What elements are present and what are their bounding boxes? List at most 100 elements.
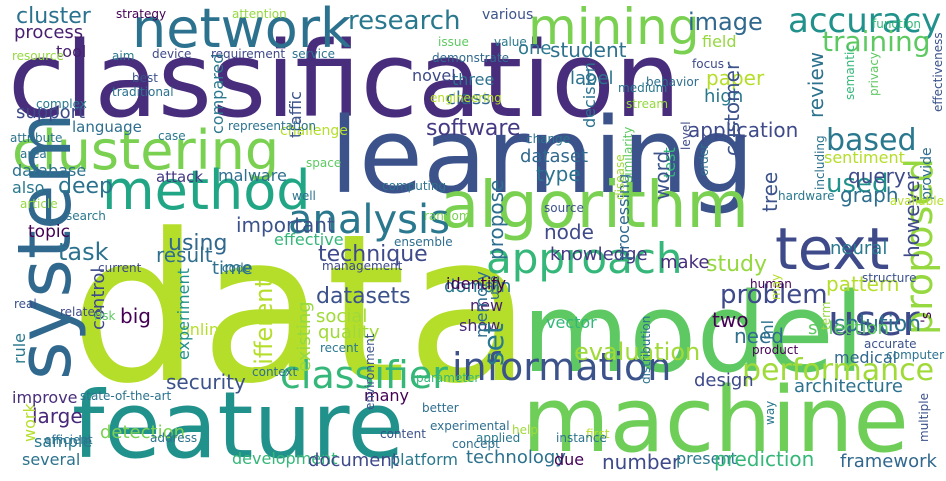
word-context: context	[252, 365, 298, 379]
word-resource: resource	[12, 49, 64, 63]
word-method: method	[102, 159, 311, 222]
word-human: human	[750, 277, 792, 291]
word-article: article	[20, 197, 58, 211]
word-experimental: experimental	[430, 419, 510, 433]
word-text: text	[775, 215, 890, 283]
word-many: many	[364, 386, 409, 405]
word-stream: stream	[626, 97, 669, 111]
word-source: source	[544, 201, 584, 215]
word-area: area	[20, 147, 47, 161]
word-effective: effective	[274, 230, 344, 249]
word-design: design	[694, 370, 754, 391]
word-need: need	[734, 324, 784, 348]
word-concept: concept	[452, 437, 500, 451]
word-class: class	[446, 88, 491, 109]
word-time: time	[212, 258, 253, 279]
word-traditional: traditional	[112, 85, 174, 99]
word-sample: sample	[34, 432, 93, 451]
word-classification: classification	[8, 19, 681, 141]
word-including: including	[813, 135, 827, 190]
word-customer: customer	[720, 61, 744, 156]
word-technology: technology	[466, 447, 566, 468]
word-prediction: prediction	[714, 447, 815, 471]
word-case: case	[158, 129, 186, 143]
word-network: network	[132, 0, 352, 60]
word-best: best	[132, 71, 158, 85]
word-real: real	[14, 297, 37, 311]
word-representation: representation	[228, 119, 317, 133]
word-address: address	[150, 431, 198, 445]
word-search: search	[66, 209, 106, 223]
word-effectiveness: effectiveness	[931, 32, 945, 112]
word-query: query	[848, 164, 906, 188]
word-service: service	[292, 47, 335, 61]
word-user: user	[828, 296, 920, 345]
word-way: way	[763, 400, 777, 425]
word-online: online	[180, 320, 229, 339]
word-present: present	[676, 449, 737, 468]
word-hardware: hardware	[778, 189, 835, 203]
word-distribution: distribution	[639, 315, 653, 384]
word-detection: detection	[100, 422, 186, 443]
word-attribute: attribute	[10, 131, 63, 145]
word-image: image	[688, 8, 763, 36]
word-result: result	[156, 243, 213, 267]
word-platform: platform	[390, 450, 458, 469]
word-risk: risk	[94, 309, 116, 323]
word-learning: learning	[330, 95, 755, 217]
word-code: code	[222, 261, 251, 275]
word-classifier: classifier	[280, 353, 448, 397]
word-work: work	[20, 403, 39, 442]
word-framework: framework	[840, 451, 937, 472]
word-existing: existing	[294, 301, 315, 372]
word-complex: complex	[36, 97, 87, 111]
word-efficient: efficient	[44, 433, 93, 447]
word-parameter: parameter	[416, 371, 480, 385]
word-disease: disease	[613, 154, 627, 200]
word-knowledge: knowledge	[550, 244, 648, 265]
word-several: several	[22, 450, 81, 469]
word-order: order	[697, 144, 711, 176]
word-accuracy: accuracy	[788, 1, 942, 41]
word-improve: improve	[12, 388, 78, 407]
word-solution: solution	[834, 312, 922, 337]
word-medical: medical	[834, 348, 898, 367]
word-label: label	[570, 68, 614, 89]
word-privacy: privacy	[867, 51, 881, 96]
word-provide: provide	[919, 147, 935, 200]
word-paper: paper	[706, 66, 765, 90]
word-topic: topic	[28, 222, 70, 242]
word-process: process	[14, 22, 84, 43]
word-structure: structure	[862, 271, 917, 285]
word-type: type	[536, 162, 581, 186]
word-behavior: behavior	[646, 75, 699, 89]
word-various: various	[482, 7, 534, 23]
word-large: large	[32, 404, 83, 428]
word-may: may	[769, 273, 783, 300]
word-technique: technique	[318, 242, 428, 267]
word-function: function	[872, 17, 922, 31]
word-analysis: analysis	[288, 197, 450, 243]
word-accurate: accurate	[864, 337, 917, 351]
word-used: used	[826, 169, 889, 199]
word-tree: tree	[758, 171, 782, 212]
word-one: one	[518, 38, 552, 59]
word-also: also	[12, 178, 45, 197]
word-aim: aim	[112, 49, 135, 63]
word-help: help	[512, 423, 538, 437]
word-feature: feature	[72, 372, 405, 479]
word-semantic: semantic	[843, 45, 857, 100]
word-two: two	[712, 308, 749, 332]
word-review: review	[804, 51, 828, 118]
word-state-of-the-art: state-of-the-art	[80, 389, 172, 403]
word-content: content	[380, 427, 426, 441]
word-domain: domain	[444, 276, 512, 297]
word-big: big	[120, 304, 151, 328]
word-machine: machine	[522, 368, 909, 473]
word-well: well	[292, 189, 316, 203]
word-based: based	[826, 123, 917, 158]
word-term: term	[819, 301, 833, 331]
word-neural: neural	[830, 238, 888, 259]
word-database: database	[12, 161, 87, 180]
word-product: product	[752, 343, 799, 357]
